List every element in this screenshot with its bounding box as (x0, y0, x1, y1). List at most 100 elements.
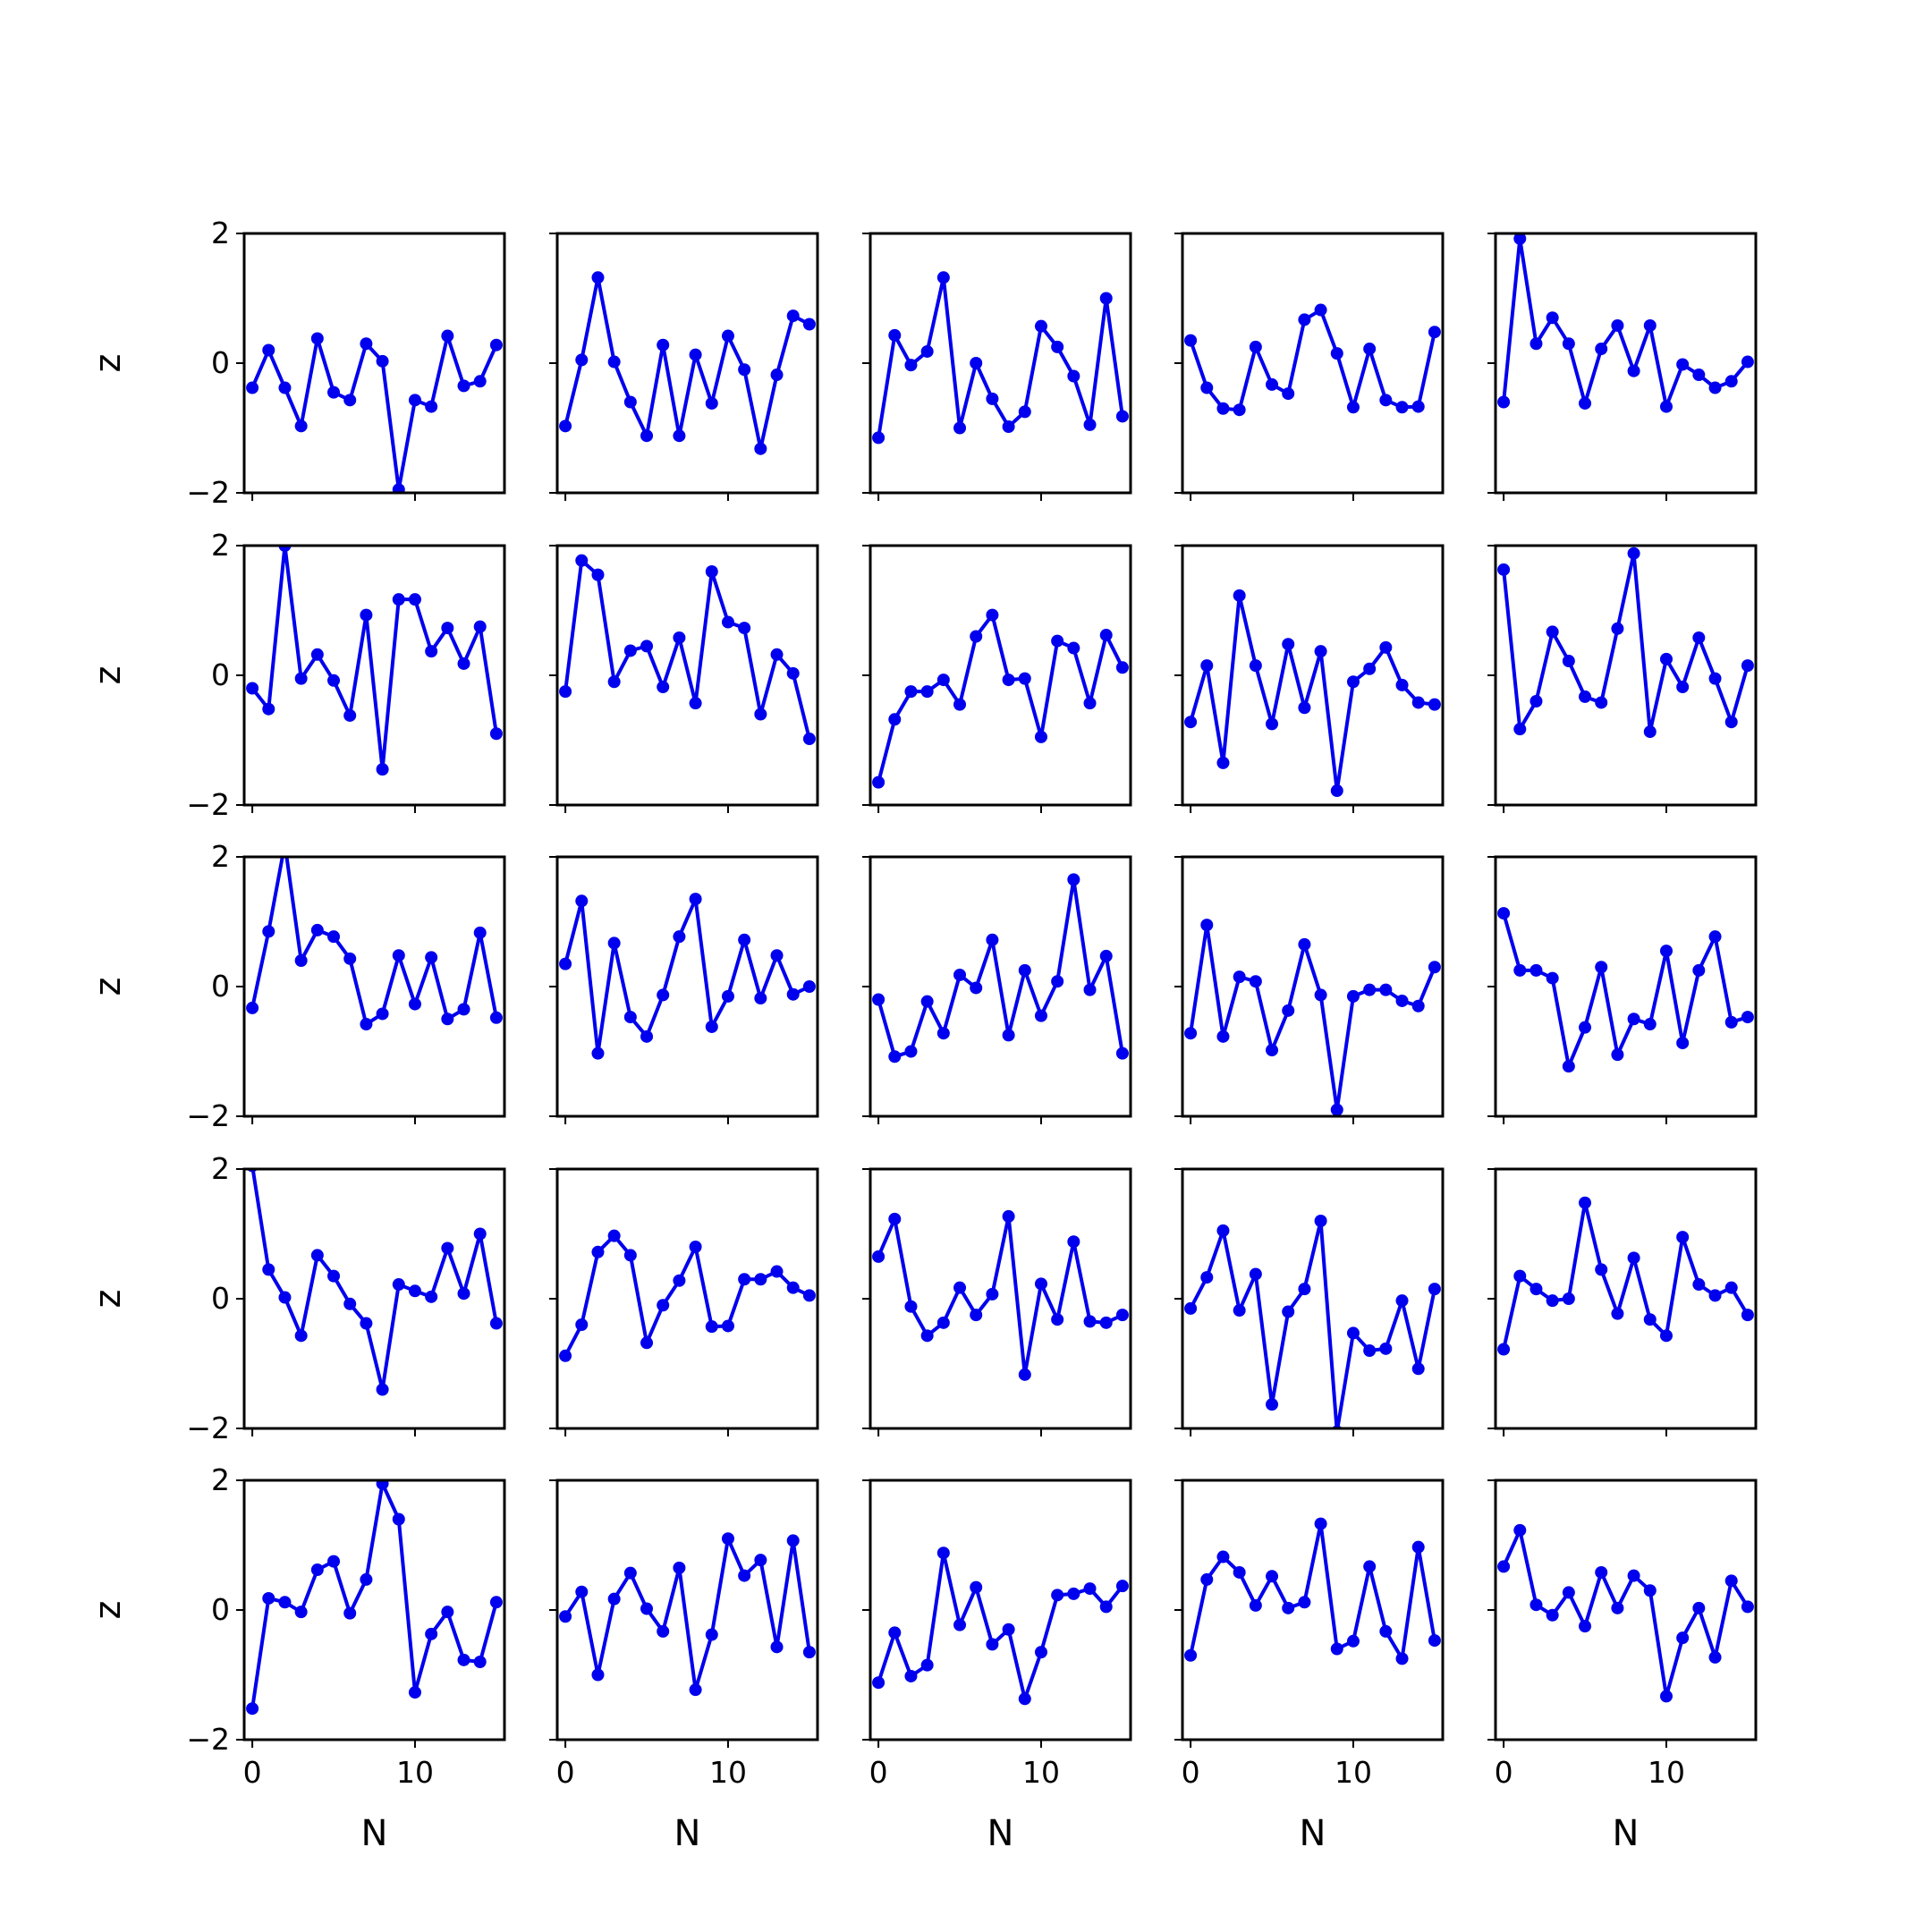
data-point (904, 1300, 918, 1313)
data-point (327, 386, 341, 399)
series-group (1184, 589, 1441, 798)
data-point (1379, 1342, 1393, 1355)
series-group (1497, 233, 1754, 413)
series-line (1189, 1521, 1436, 1661)
x-axis-label: N (361, 1813, 388, 1854)
data-point (1002, 1623, 1015, 1636)
data-point (1083, 697, 1097, 710)
data-point (1034, 1646, 1047, 1659)
data-point (1395, 1294, 1409, 1308)
series-group (559, 893, 816, 1060)
data-point (489, 338, 503, 352)
data-point (1083, 418, 1097, 431)
data-point (1595, 343, 1608, 356)
data-point (1363, 1344, 1377, 1357)
x-tick-label: 10 (396, 1755, 434, 1790)
data-point (657, 681, 670, 694)
data-point (657, 1299, 670, 1312)
data-point (1513, 1523, 1527, 1537)
data-point (575, 353, 589, 367)
series-line (1189, 308, 1436, 412)
panel-frame (555, 1479, 819, 1741)
data-point (1330, 1642, 1343, 1656)
data-point (623, 1249, 637, 1262)
series-line (1502, 912, 1749, 1069)
data-point (1184, 334, 1198, 347)
panel-r2-c1: −2 0 2 z (88, 528, 506, 822)
data-point (673, 930, 686, 944)
x-tick-label: 10 (1335, 1755, 1372, 1790)
data-point (904, 1669, 918, 1682)
data-point (1298, 313, 1311, 326)
data-point (441, 622, 454, 635)
panel-r1-c1: −2 0 2 z (88, 216, 506, 510)
panel-frame (555, 855, 819, 1118)
data-point (1018, 1692, 1031, 1706)
data-point (1184, 1648, 1198, 1662)
panel-frame (1181, 232, 1445, 495)
data-point (591, 271, 605, 284)
series-line (250, 1169, 498, 1392)
series-line (564, 1233, 810, 1357)
data-point (1497, 1560, 1511, 1573)
data-point (888, 1050, 902, 1063)
data-point (802, 1646, 816, 1659)
data-point (1018, 1368, 1031, 1381)
data-point (721, 1532, 734, 1546)
data-point (1067, 369, 1080, 383)
data-point (376, 1007, 389, 1021)
y-tick-label: 0 (211, 1592, 230, 1627)
data-point (689, 697, 702, 710)
data-point (1659, 1690, 1673, 1703)
data-point (1676, 1037, 1690, 1050)
data-point (1724, 1281, 1738, 1294)
data-point (559, 419, 572, 433)
data-point (1379, 640, 1393, 654)
series-group (1184, 303, 1441, 417)
data-point (1298, 1283, 1311, 1296)
data-point (1579, 1021, 1592, 1034)
data-point (1298, 701, 1311, 715)
panel-frame (242, 232, 506, 495)
data-point (1200, 919, 1214, 932)
data-point (294, 1606, 308, 1619)
y-tick-label: 0 (211, 657, 230, 692)
data-point (425, 400, 438, 413)
series-line (1189, 593, 1436, 793)
y-tick-label: 0 (211, 969, 230, 1004)
y-tick-label: 2 (211, 1151, 230, 1186)
data-point (591, 1046, 605, 1060)
series-line (564, 275, 810, 451)
data-point (1546, 971, 1559, 985)
data-point (1363, 983, 1377, 996)
series-group (872, 1209, 1129, 1381)
data-point (786, 987, 800, 1001)
panel-r3-c3 (862, 855, 1132, 1124)
data-point (1282, 638, 1295, 651)
data-point (1346, 1634, 1360, 1648)
data-point (1659, 1329, 1673, 1343)
data-point (872, 775, 886, 789)
data-point (1083, 1315, 1097, 1328)
data-point (1067, 641, 1080, 655)
x-tick-label: 10 (1648, 1755, 1685, 1790)
data-point (953, 421, 967, 435)
y-tick-label: −2 (186, 787, 230, 822)
panel-r1-c3 (862, 232, 1132, 501)
data-point (1643, 1313, 1657, 1326)
data-point (607, 1592, 621, 1606)
data-point (1579, 690, 1592, 703)
data-point (705, 565, 718, 578)
series-line (1189, 923, 1436, 1112)
panel-frame (1494, 855, 1758, 1118)
panel-r4-c2 (549, 1167, 819, 1436)
data-point (1330, 1103, 1343, 1116)
data-point (673, 429, 686, 443)
data-point (1099, 949, 1113, 962)
data-point (1741, 1011, 1754, 1024)
data-point (575, 894, 589, 908)
series-group (246, 329, 503, 493)
data-point (1627, 364, 1640, 377)
data-point (673, 1561, 686, 1574)
